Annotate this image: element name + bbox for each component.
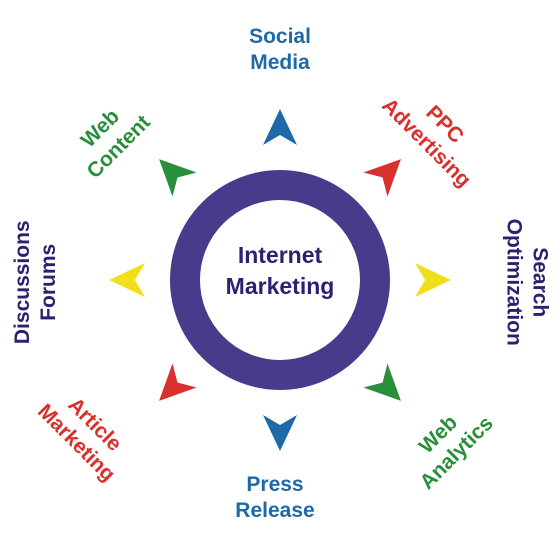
label-search-optimization: Search Optimization bbox=[502, 218, 552, 346]
label-press-release: Press Release bbox=[235, 473, 315, 523]
label-social-media: Social Media bbox=[249, 25, 311, 75]
center-ring bbox=[170, 170, 390, 390]
center-label: Internet Marketing bbox=[200, 240, 360, 302]
arrowhead-article-marketing-icon bbox=[159, 363, 197, 401]
label-discussions-forums: Discussions Forums bbox=[10, 220, 60, 345]
arrowhead-search-optimization-icon bbox=[415, 263, 451, 297]
arrow-group bbox=[109, 109, 451, 451]
arrowhead-press-release-icon bbox=[263, 415, 297, 451]
arrowhead-discussions-forums-icon bbox=[109, 263, 145, 297]
arrowhead-social-media-icon bbox=[263, 109, 297, 145]
arrowhead-ppc-advertising-icon bbox=[363, 159, 401, 197]
center-label-line-1: Internet bbox=[237, 242, 323, 268]
center-label-line-2: Marketing bbox=[225, 273, 335, 300]
arrowhead-web-content-icon bbox=[159, 159, 197, 197]
arrowhead-web-analytics-icon bbox=[363, 363, 401, 401]
